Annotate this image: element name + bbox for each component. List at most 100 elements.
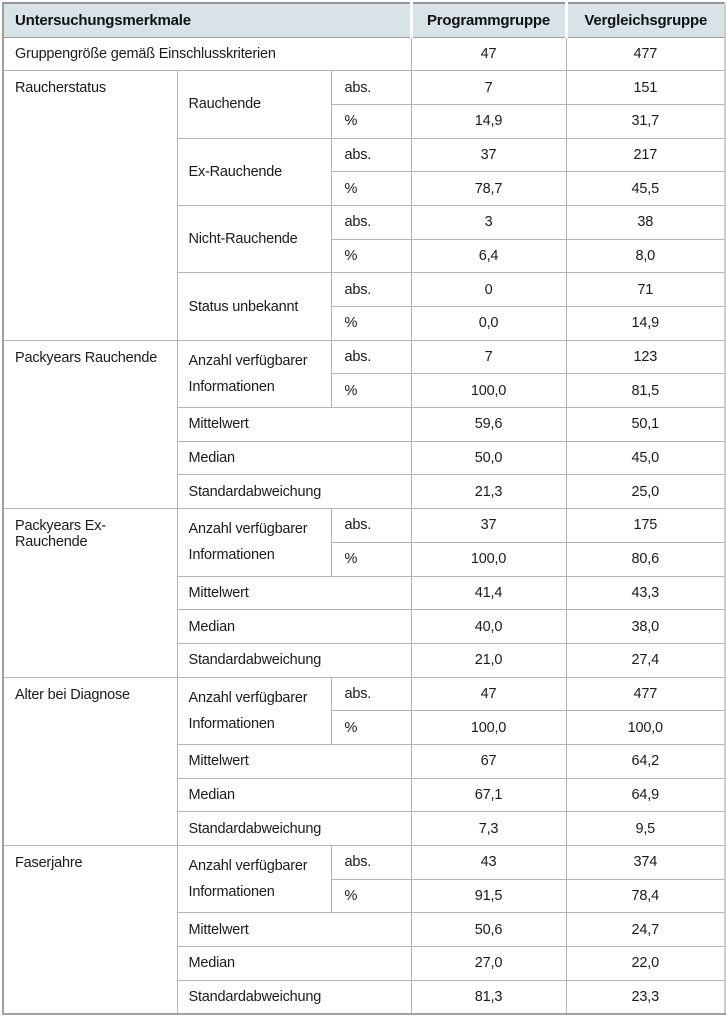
value-vergleichsgruppe: 9,5 bbox=[565, 811, 726, 846]
table-row: Mittelwert 41,4 43,3 bbox=[3, 575, 726, 611]
table-row: Packyears Ex-Rauchende Anzahl verfügbare… bbox=[2, 508, 726, 678]
table-row: Ex-Rauchende abs. 37 217 bbox=[3, 137, 726, 206]
value-vergleichsgruppe: 80,6 bbox=[565, 541, 726, 577]
value-vergleichsgruppe: 477 bbox=[565, 36, 726, 72]
value-programmgruppe: 7 bbox=[410, 339, 567, 375]
unit-label-pct: % bbox=[330, 171, 412, 206]
table-row: Mittelwert 59,6 50,1 bbox=[3, 407, 726, 442]
value-vergleichsgruppe: 8,0 bbox=[565, 238, 726, 274]
value-vergleichsgruppe: 38 bbox=[565, 204, 726, 240]
unit-label-pct: % bbox=[330, 541, 412, 577]
value-vergleichsgruppe: 477 bbox=[565, 676, 726, 712]
column-header-merkmale: Untersuchungsmerkmale bbox=[2, 2, 412, 38]
unit-label-abs: abs. bbox=[330, 508, 412, 543]
sub-label-ex-rauchende: Ex-Rauchende bbox=[176, 137, 332, 206]
value-vergleichsgruppe: 123 bbox=[565, 339, 726, 375]
stat-label-median: Median bbox=[176, 946, 412, 981]
value-programmgruppe: 50,6 bbox=[410, 912, 567, 948]
table-row: Standardabweichung 7,3 9,5 bbox=[3, 811, 726, 846]
sub-label-anzahl-informationen: Anzahl verfügbarer Informationen bbox=[176, 676, 332, 745]
value-vergleichsgruppe: 25,0 bbox=[565, 474, 726, 510]
value-programmgruppe: 37 bbox=[410, 508, 567, 543]
value-programmgruppe: 0 bbox=[410, 272, 567, 307]
value-vergleichsgruppe: 71 bbox=[565, 272, 726, 307]
value-programmgruppe: 14,9 bbox=[410, 103, 567, 139]
value-programmgruppe: 81,3 bbox=[410, 979, 567, 1015]
value-vergleichsgruppe: 27,4 bbox=[565, 642, 726, 678]
value-programmgruppe: 27,0 bbox=[410, 946, 567, 981]
value-vergleichsgruppe: 50,1 bbox=[565, 407, 726, 442]
value-vergleichsgruppe: 14,9 bbox=[565, 306, 726, 341]
table-row: Raucherstatus Rauchende abs. 7 151 bbox=[2, 70, 726, 341]
unit-label-pct: % bbox=[330, 373, 412, 409]
value-vergleichsgruppe: 100,0 bbox=[565, 710, 726, 745]
unit-label-abs: abs. bbox=[330, 845, 412, 880]
value-programmgruppe: 7,3 bbox=[410, 811, 567, 846]
value-vergleichsgruppe: 64,2 bbox=[565, 743, 726, 779]
table-row: Median 27,0 22,0 bbox=[3, 946, 726, 981]
stat-label-mittelwert: Mittelwert bbox=[176, 575, 412, 611]
value-programmgruppe: 21,0 bbox=[410, 642, 567, 678]
unit-label-pct: % bbox=[330, 306, 412, 341]
value-programmgruppe: 50,0 bbox=[410, 440, 567, 476]
table-row: % 78,7 45,5 bbox=[3, 171, 726, 206]
table-row: Status unbekannt abs. 0 71 bbox=[3, 272, 726, 341]
value-programmgruppe: 3 bbox=[410, 204, 567, 240]
stat-label-mittelwert: Mittelwert bbox=[176, 407, 412, 442]
table-row: % 91,5 78,4 bbox=[3, 878, 726, 914]
unit-label-abs: abs. bbox=[330, 339, 412, 375]
value-vergleichsgruppe: 374 bbox=[565, 845, 726, 880]
table-row: % 14,9 31,7 bbox=[3, 103, 726, 139]
sub-label-anzahl-informationen: Anzahl verfügbarer Informationen bbox=[176, 339, 332, 409]
column-header-vergleichsgruppe: Vergleichsgruppe bbox=[564, 2, 726, 38]
value-programmgruppe: 0,0 bbox=[410, 306, 567, 341]
sub-label-anzahl-informationen: Anzahl verfügbarer Informationen bbox=[176, 844, 332, 914]
table-row: Standardabweichung 21,3 25,0 bbox=[3, 474, 726, 510]
stat-label-standardabweichung: Standardabweichung bbox=[176, 979, 412, 1015]
value-programmgruppe: 100,0 bbox=[410, 541, 567, 577]
value-vergleichsgruppe: 45,5 bbox=[565, 171, 726, 206]
table-row: % 0,0 14,9 bbox=[3, 306, 726, 341]
section-label-packyears-ex-rauchende: Packyears Ex-Rauchende bbox=[2, 508, 178, 678]
value-programmgruppe: 7 bbox=[410, 70, 567, 105]
value-vergleichsgruppe: 31,7 bbox=[565, 103, 726, 139]
value-vergleichsgruppe: 45,0 bbox=[565, 440, 726, 476]
value-programmgruppe: 67 bbox=[410, 743, 567, 779]
row-label-gruppengroesse: Gruppengröße gemäß Einschlusskriterien bbox=[2, 36, 412, 72]
table-row: Gruppengröße gemäß Einschlusskriterien 4… bbox=[2, 36, 726, 72]
value-programmgruppe: 6,4 bbox=[410, 238, 567, 274]
section-label-alter-bei-diagnose: Alter bei Diagnose bbox=[2, 676, 178, 847]
value-vergleichsgruppe: 78,4 bbox=[565, 878, 726, 914]
unit-label-abs: abs. bbox=[330, 272, 412, 307]
sub-label-nicht-rauchende: Nicht-Rauchende bbox=[176, 204, 332, 274]
stat-label-mittelwert: Mittelwert bbox=[176, 912, 412, 948]
table-row: Alter bei Diagnose Anzahl verfügbarer In… bbox=[2, 676, 726, 847]
value-vergleichsgruppe: 38,0 bbox=[565, 609, 726, 644]
table-row: Faserjahre Anzahl verfügbarer Informatio… bbox=[2, 844, 726, 1015]
unit-label-pct: % bbox=[330, 103, 412, 139]
unit-label-pct: % bbox=[330, 710, 412, 745]
unit-label-abs: abs. bbox=[330, 137, 412, 173]
table-row: Mittelwert 67 64,2 bbox=[3, 743, 726, 779]
stat-label-median: Median bbox=[176, 777, 412, 813]
value-programmgruppe: 47 bbox=[410, 676, 567, 712]
value-vergleichsgruppe: 81,5 bbox=[565, 373, 726, 409]
header-row: Untersuchungsmerkmale Programmgruppe Ver… bbox=[2, 2, 726, 38]
unit-label-abs: abs. bbox=[330, 204, 412, 240]
value-programmgruppe: 40,0 bbox=[410, 609, 567, 644]
table-row: Median 50,0 45,0 bbox=[3, 440, 726, 476]
unit-label-abs: abs. bbox=[330, 676, 412, 712]
sub-label-anzahl-informationen: Anzahl verfügbarer Informationen bbox=[176, 508, 332, 577]
value-vergleichsgruppe: 22,0 bbox=[565, 946, 726, 981]
value-vergleichsgruppe: 24,7 bbox=[565, 912, 726, 948]
unit-label-abs: abs. bbox=[330, 70, 412, 105]
table-row: % 100,0 100,0 bbox=[3, 710, 726, 745]
section-label-packyears-rauchende: Packyears Rauchende bbox=[2, 339, 178, 510]
value-programmgruppe: 21,3 bbox=[410, 474, 567, 510]
value-programmgruppe: 67,1 bbox=[410, 777, 567, 813]
stat-label-standardabweichung: Standardabweichung bbox=[176, 474, 412, 510]
sub-label-status-unbekannt: Status unbekannt bbox=[176, 272, 332, 341]
stat-label-median: Median bbox=[176, 609, 412, 644]
